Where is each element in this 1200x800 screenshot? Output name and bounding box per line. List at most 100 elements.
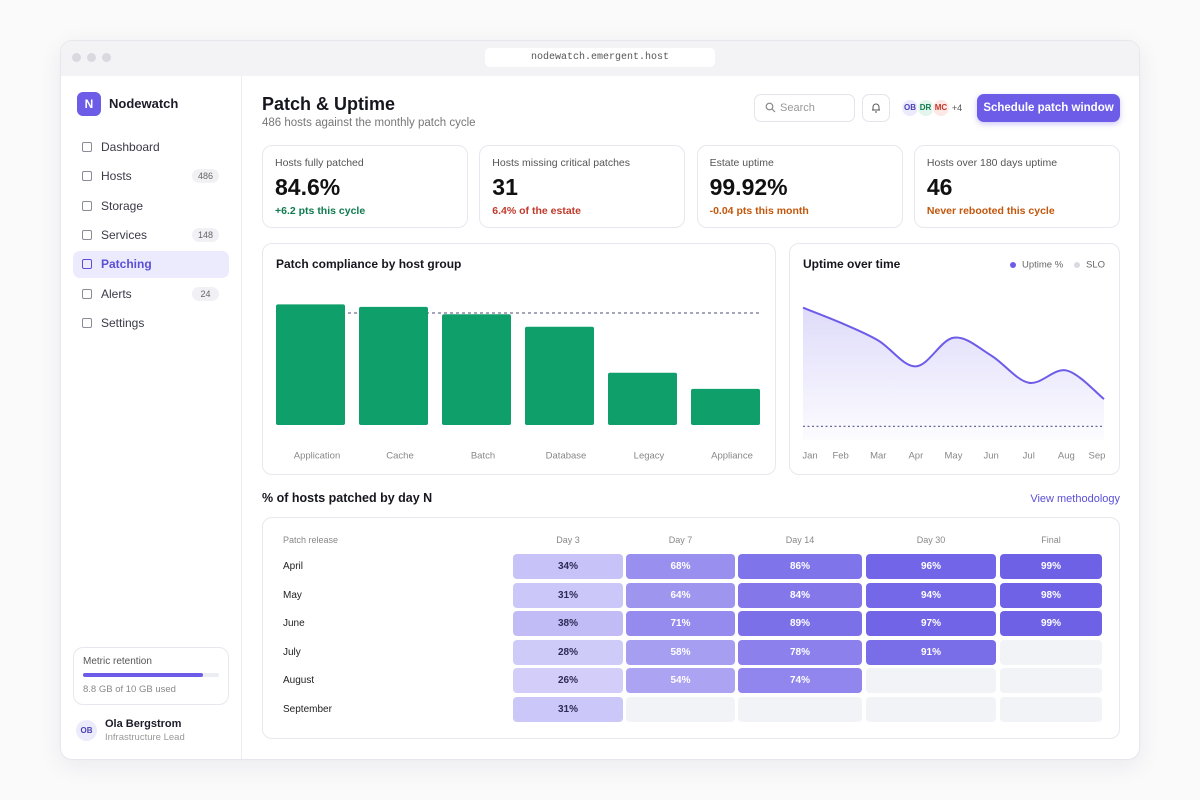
x-tick-label: Sep [1089,451,1106,462]
heat-cell [866,554,996,579]
user-avatar[interactable]: OB [76,720,97,741]
nav-icon [82,171,92,182]
user-role: Infrastructure Lead [105,732,185,743]
x-tick-label: Appliance [711,451,753,462]
cell-label: 99% [1040,561,1061,572]
page-title: Patch & Uptime [262,94,396,114]
cell-label: 78% [789,646,810,658]
nav-item[interactable]: Dashboard [101,140,160,154]
heat-cell [626,668,735,694]
nav-item[interactable]: Alerts [101,286,132,301]
bar [359,306,428,425]
schedule-button[interactable]: Schedule patch window [977,94,1120,122]
heat-cell [738,611,862,637]
empty-cell [866,697,996,722]
legend-label: SLO [1086,260,1105,271]
kpi-card [913,145,1120,228]
kpi-delta: +6.2 pts this cycle [275,205,366,217]
retention-label: 8.8 GB of 10 GB used [83,684,176,695]
nav-icon [82,288,92,299]
heat-cell [626,611,735,637]
sidebar [61,76,242,759]
cell-label: 98% [1040,589,1061,601]
nav-active-bg [73,251,229,279]
legend-swatch [1074,262,1080,268]
logo[interactable]: N [77,92,101,116]
x-tick-label: May [945,451,963,462]
chart-title: Patch compliance by host group [276,257,461,271]
cell-label: 58% [670,646,691,658]
cell-label: 94% [920,589,941,601]
nav-icon [82,200,92,211]
x-tick-label: Batch [471,451,495,462]
cell-label: 74% [789,675,810,687]
cell-label: 91% [920,646,941,658]
heat-cell [738,554,862,579]
legend-swatch [1010,262,1016,268]
x-tick-label: Database [546,451,587,462]
retention-fill [83,673,203,677]
kpi-value: 31 [492,174,518,200]
column-header: Day 30 [916,535,946,545]
line [802,306,1105,400]
heat-cell [1000,611,1102,637]
heat-cell [738,639,862,665]
cell-label: 89% [789,618,810,630]
kpi-value: 99.92% [709,174,788,200]
nav-item[interactable]: Storage [101,198,144,213]
cell-label: 71% [670,618,691,630]
row-label: April [283,561,304,572]
heatmap-title: % of hosts patched by day N [262,491,433,505]
notifications-button[interactable] [862,94,890,122]
cell-label: 26% [557,675,578,687]
kpi-delta: Never rebooted this cycle [926,205,1055,217]
cell-label: 28% [557,646,578,658]
row-label: August [283,675,315,687]
search-box[interactable] [754,94,855,122]
kpi-label: Hosts missing critical patches [492,157,631,169]
heat-cell [513,668,623,694]
kpi-value: 46 [926,174,953,200]
nav-item[interactable]: Settings [101,315,145,330]
retention-title: Metric retention [83,656,152,667]
nav-item[interactable]: Hosts [101,169,132,184]
heat-cell [738,582,862,608]
cell-label: 54% [670,675,691,687]
empty-cell [738,697,862,722]
nav-item[interactable]: Patching [101,257,152,272]
kpi-value: 84.6% [275,174,341,200]
url-bar[interactable]: nodewatch.emergent.host [485,48,715,67]
x-tick-label: Apr [908,451,923,462]
nav-count: 24 [192,286,219,301]
column-header: Day 7 [668,535,693,545]
bar [525,326,594,425]
empty-cell [1000,697,1102,722]
heat-cell [626,582,735,608]
heat-cell [866,582,996,608]
x-tick-label: Jun [983,451,998,462]
nav-icon [82,259,92,270]
empty-cell [1000,668,1102,694]
heat-cell [513,611,623,637]
cell-label: 86% [789,561,810,572]
user-name: Ola Bergstrom [105,718,182,730]
nav-item[interactable]: Services [101,227,148,242]
nav-count: 486 [192,169,219,184]
bar [442,314,511,425]
methodology-link[interactable]: View methodology [1030,493,1120,505]
nav-count: 148 [192,227,219,242]
x-tick-label: Feb [832,451,848,462]
avatar[interactable]: MC [932,99,950,117]
column-header: Day 14 [785,535,815,545]
x-tick-label: Cache [386,451,413,462]
window-dot [87,53,96,62]
nav-icon [82,142,92,152]
bar [691,388,760,425]
heat-cell [866,611,996,637]
x-tick-label: Jan [802,451,817,462]
nav-icon [82,229,92,240]
x-tick-label: Application [294,451,340,462]
search-icon [765,102,776,113]
brand: Nodewatch [109,96,179,111]
